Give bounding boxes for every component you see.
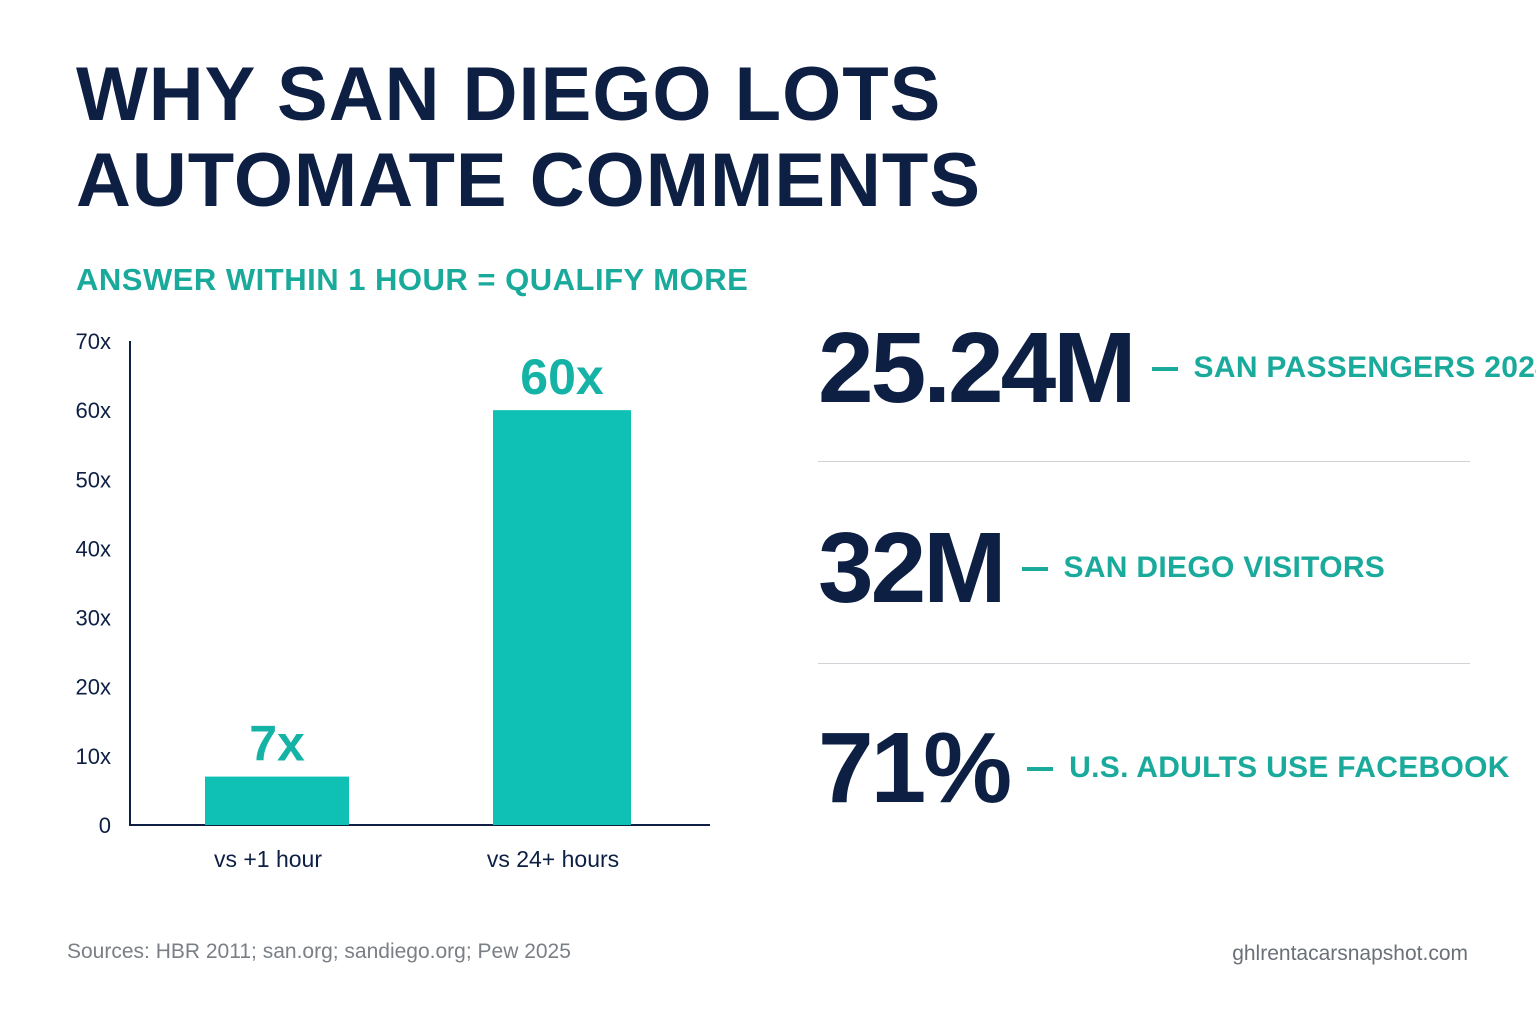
stat-value: 32M (818, 512, 1007, 624)
page-title: WHY SAN DIEGO LOTS AUTOMATE COMMENTS (76, 52, 1176, 224)
stat-label: SAN PASSENGERS 2024 (1193, 351, 1536, 384)
stat-label-wrap: SAN DIEGO VISITORS (1021, 551, 1386, 585)
stat-facebook: 71% U.S. ADULTS USE FACEBOOK (818, 712, 1509, 824)
y-tick-label: 40x (76, 536, 111, 561)
y-tick-label: 50x (76, 467, 111, 492)
y-tick-label: 70x (76, 329, 111, 354)
bar (493, 410, 631, 825)
stat-label: SAN DIEGO VISITORS (1063, 551, 1386, 584)
bar (205, 776, 349, 825)
stat-value: 25.24M (818, 312, 1137, 424)
stat-visitors: 32M SAN DIEGO VISITORS (818, 518, 1470, 618)
y-tick-label: 10x (76, 744, 111, 769)
title-line-2: AUTOMATE COMMENTS (76, 138, 982, 223)
dash-icon (1021, 567, 1048, 572)
stat-passengers: 25.24M SAN PASSENGERS 2024 (818, 312, 1536, 424)
dash-icon (1151, 367, 1178, 372)
y-tick-label: 0 (99, 813, 111, 838)
divider (818, 663, 1470, 664)
y-tick-label: 60x (76, 398, 111, 423)
sources-note: Sources: HBR 2011; san.org; sandiego.org… (67, 940, 571, 963)
stat-label-wrap: SAN PASSENGERS 2024 (1151, 351, 1536, 385)
x-category-label: vs 24+ hours (487, 846, 619, 872)
stat-label: U.S. ADULTS USE FACEBOOK (1069, 751, 1510, 784)
title-line-1: WHY SAN DIEGO LOTS (76, 52, 942, 137)
data-label: 60x (520, 349, 604, 405)
data-label: 7x (249, 716, 305, 772)
bar-chart: 0 10x 20x 30x 40x 50x 60x 70x 7x vs +1 hour 60x vs … (76, 329, 710, 872)
divider (818, 461, 1470, 462)
chart-subtitle: ANSWER WITHIN 1 HOUR = QUALIFY MORE (76, 262, 749, 297)
x-category-label: vs +1 hour (214, 846, 322, 872)
dash-icon (1027, 767, 1054, 772)
y-tick-label: 20x (76, 675, 111, 700)
stat-value: 71% (818, 712, 1012, 824)
site-url: ghlrentacarsnapshot.com (1232, 942, 1468, 965)
stat-label-wrap: U.S. ADULTS USE FACEBOOK (1027, 751, 1510, 785)
y-tick-label: 30x (76, 606, 111, 631)
